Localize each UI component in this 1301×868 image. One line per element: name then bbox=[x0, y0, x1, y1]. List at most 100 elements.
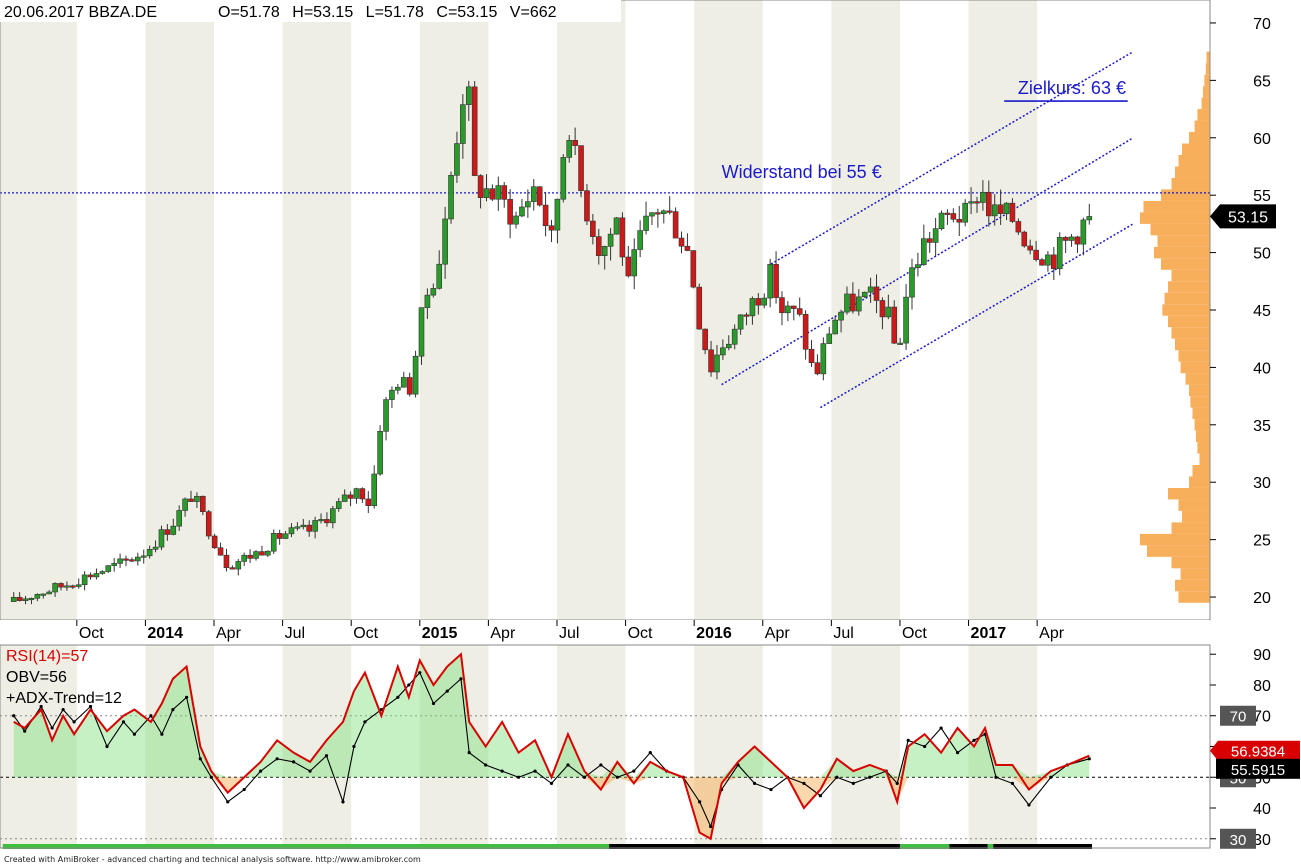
candle-body bbox=[938, 212, 945, 229]
volume-profile-bar bbox=[1201, 97, 1210, 110]
quarter-band bbox=[968, 0, 1038, 620]
obv-point bbox=[895, 781, 899, 786]
volume-profile-bar bbox=[1178, 155, 1210, 167]
obv-point bbox=[121, 720, 126, 724]
candle-body bbox=[389, 389, 395, 400]
candle-body bbox=[34, 594, 41, 599]
candle-body bbox=[737, 314, 744, 330]
candle-body bbox=[276, 533, 283, 539]
candle-body bbox=[1039, 259, 1045, 266]
candle-body bbox=[448, 175, 454, 220]
candle-body bbox=[873, 286, 880, 301]
price-axis-label: 70 bbox=[1253, 16, 1271, 33]
obv-point bbox=[1049, 775, 1053, 779]
candle-body bbox=[767, 264, 773, 299]
obv-point bbox=[259, 769, 263, 773]
candle-body bbox=[672, 211, 679, 239]
candle-body bbox=[897, 342, 903, 345]
candle-body bbox=[176, 510, 182, 527]
candle-body bbox=[590, 220, 596, 237]
x-axis-label: Jul bbox=[559, 625, 579, 642]
obv-point bbox=[972, 738, 976, 742]
volume-profile-bar bbox=[1175, 166, 1210, 178]
candle-body bbox=[406, 377, 413, 395]
obv-point bbox=[709, 824, 713, 829]
header-ohlcv: O=51.78 H=53.15 L=51.78 C=53.15 V=662 bbox=[218, 4, 557, 21]
obv-point bbox=[445, 689, 449, 693]
header-background bbox=[0, 0, 621, 22]
candle-body bbox=[708, 349, 714, 373]
obv-point bbox=[769, 787, 773, 792]
candle-body bbox=[690, 250, 697, 288]
volume-profile-bar bbox=[1143, 200, 1210, 213]
candle-body bbox=[40, 593, 47, 596]
x-axis-label: Oct bbox=[353, 625, 378, 642]
candle-body bbox=[850, 293, 856, 312]
candle-body bbox=[796, 308, 803, 315]
candle-body bbox=[430, 288, 437, 296]
candle-body bbox=[666, 210, 673, 213]
obv-point bbox=[752, 781, 757, 786]
volume-profile-bar bbox=[1171, 522, 1210, 534]
indicator-axis-label: 90 bbox=[1253, 647, 1271, 664]
price-axis-label: 35 bbox=[1253, 418, 1271, 435]
candle-body bbox=[460, 104, 466, 144]
candle-body bbox=[282, 533, 289, 539]
obv-point bbox=[698, 800, 702, 804]
price-axis-label: 65 bbox=[1253, 73, 1271, 90]
candle-body bbox=[584, 190, 590, 222]
volume-profile-bar bbox=[1147, 545, 1210, 557]
quarter-band bbox=[556, 0, 626, 620]
candle-body bbox=[625, 256, 632, 277]
candle-body bbox=[956, 218, 963, 223]
obv-point bbox=[939, 726, 943, 730]
candle-body bbox=[643, 215, 649, 231]
obv-point bbox=[72, 720, 76, 724]
candle-body bbox=[489, 188, 496, 200]
legend-rsi: RSI(14)=57 bbox=[6, 648, 88, 665]
volume-profile-bar bbox=[1171, 327, 1210, 339]
candle-body bbox=[442, 218, 448, 265]
volume-profile bbox=[1140, 51, 1210, 603]
obv-point bbox=[171, 707, 175, 712]
volume-profile-bar bbox=[1190, 396, 1210, 408]
obv-point bbox=[363, 720, 367, 724]
candle-body bbox=[1033, 249, 1039, 260]
candle-body bbox=[702, 328, 708, 351]
candle-body bbox=[318, 519, 324, 522]
obv-point bbox=[88, 704, 93, 709]
volume-profile-bar bbox=[1182, 143, 1210, 155]
quarter-band bbox=[145, 645, 215, 848]
candle-body bbox=[566, 140, 573, 158]
trend-segment bbox=[2, 844, 610, 849]
candle-body bbox=[814, 362, 821, 375]
candle-body bbox=[649, 212, 655, 217]
quarter-band bbox=[282, 645, 352, 848]
x-axis-label: Jul bbox=[833, 625, 853, 642]
obv-point bbox=[352, 744, 356, 749]
volume-profile-bar bbox=[1162, 304, 1210, 316]
candle-body bbox=[773, 264, 779, 298]
obv-point bbox=[582, 775, 587, 779]
candle-body bbox=[353, 488, 360, 499]
volume-profile-bar bbox=[1168, 281, 1210, 293]
volume-profile-bar bbox=[1192, 465, 1210, 477]
volume-profile-bar bbox=[1178, 591, 1210, 603]
candle-body bbox=[1051, 254, 1057, 270]
candle-body bbox=[117, 558, 123, 564]
obv-point bbox=[324, 754, 329, 758]
quarter-band bbox=[145, 0, 215, 620]
candle-body bbox=[980, 191, 986, 203]
x-axis-label: 2017 bbox=[971, 625, 1007, 642]
obv-point bbox=[484, 763, 488, 767]
volume-profile-bar bbox=[1168, 315, 1210, 328]
rsi-value-label: 56.9384 bbox=[1231, 744, 1285, 761]
candle-body bbox=[820, 343, 827, 375]
volume-profile-bar bbox=[1175, 579, 1210, 592]
candle-body bbox=[306, 524, 313, 532]
candle-body bbox=[536, 186, 543, 206]
candle-body bbox=[968, 201, 974, 204]
obv-point bbox=[802, 781, 806, 786]
volume-profile-bar bbox=[1206, 51, 1210, 64]
candle-body bbox=[341, 494, 348, 502]
